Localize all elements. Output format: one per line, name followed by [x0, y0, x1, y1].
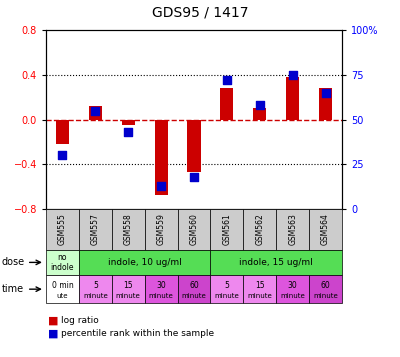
Bar	[188, 120, 200, 172]
Bar	[122, 120, 135, 125]
Text: minute: minute	[83, 293, 108, 299]
Text: GSM558: GSM558	[124, 213, 133, 245]
Text: ute: ute	[57, 293, 68, 299]
Text: GSM561: GSM561	[222, 213, 231, 245]
Text: GSM564: GSM564	[321, 213, 330, 245]
Text: GSM559: GSM559	[157, 213, 166, 245]
Point	[158, 183, 164, 188]
Text: 15: 15	[124, 281, 133, 290]
Text: ■: ■	[48, 329, 58, 339]
Text: 5: 5	[224, 281, 229, 290]
Text: GDS95 / 1417: GDS95 / 1417	[152, 5, 248, 20]
Bar	[253, 109, 266, 120]
Text: 60: 60	[189, 281, 199, 290]
Text: minute: minute	[214, 293, 239, 299]
Bar	[56, 120, 69, 144]
Text: GSM560: GSM560	[190, 213, 198, 245]
Point	[224, 77, 230, 83]
Point	[191, 174, 197, 180]
Text: dose: dose	[2, 257, 25, 267]
Point	[290, 72, 296, 78]
Text: 15: 15	[255, 281, 264, 290]
Text: GSM557: GSM557	[91, 213, 100, 245]
Point	[59, 152, 66, 158]
Point	[256, 102, 263, 108]
Text: minute: minute	[116, 293, 140, 299]
Bar	[154, 120, 168, 195]
Text: 0 min: 0 min	[52, 281, 73, 290]
Text: indole, 15 ug/ml: indole, 15 ug/ml	[239, 258, 313, 267]
Text: GSM563: GSM563	[288, 213, 297, 245]
Text: GSM562: GSM562	[255, 213, 264, 245]
Text: minute: minute	[313, 293, 338, 299]
Bar	[89, 106, 102, 120]
Text: log ratio: log ratio	[61, 316, 99, 325]
Point	[125, 129, 132, 135]
Point	[92, 108, 98, 114]
Point	[322, 90, 329, 96]
Bar	[286, 77, 299, 120]
Text: GSM555: GSM555	[58, 213, 67, 245]
Text: 5: 5	[93, 281, 98, 290]
Text: indole, 10 ug/ml: indole, 10 ug/ml	[108, 258, 182, 267]
Bar	[220, 88, 234, 120]
Text: minute: minute	[182, 293, 206, 299]
Text: 60: 60	[321, 281, 330, 290]
Text: minute: minute	[149, 293, 174, 299]
Text: 30: 30	[156, 281, 166, 290]
Text: ■: ■	[48, 316, 58, 326]
Text: no
indole: no indole	[51, 253, 74, 272]
Text: 30: 30	[288, 281, 298, 290]
Text: percentile rank within the sample: percentile rank within the sample	[61, 329, 214, 338]
Text: minute: minute	[248, 293, 272, 299]
Bar	[319, 88, 332, 120]
Text: minute: minute	[280, 293, 305, 299]
Text: time: time	[2, 284, 24, 294]
